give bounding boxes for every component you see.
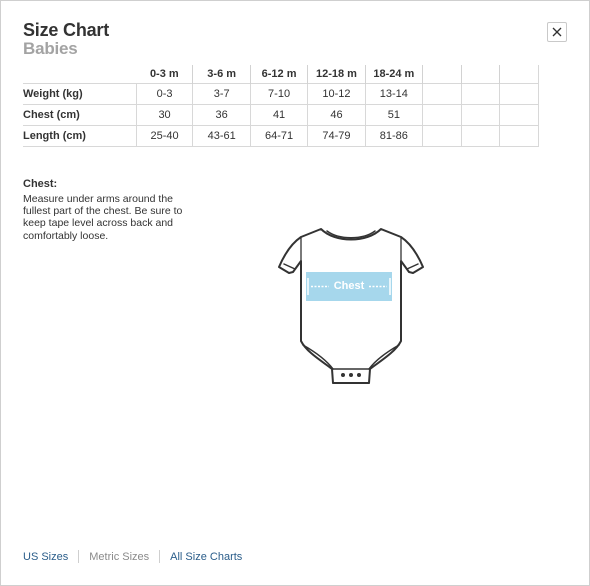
- header-corner: [23, 65, 136, 84]
- row-label: Weight (kg): [23, 83, 137, 105]
- column-header: 6-12 m: [250, 65, 309, 84]
- table-cell-empty: [422, 83, 462, 105]
- table-cell-empty: [461, 83, 501, 105]
- measure-description: Measure under arms around the fullest pa…: [23, 193, 183, 242]
- table-cell: 74-79: [307, 125, 366, 147]
- footer-links: US Sizes Metric Sizes All Size Charts: [23, 550, 242, 563]
- all-size-charts-link[interactable]: All Size Charts: [170, 550, 243, 563]
- table-cell: 41: [250, 104, 309, 126]
- table-cell: 51: [365, 104, 424, 126]
- table-cell: 64-71: [250, 125, 309, 147]
- us-sizes-link[interactable]: US Sizes: [23, 550, 69, 563]
- table-cell: 36: [192, 104, 251, 126]
- close-icon: [552, 27, 562, 37]
- footer-divider: [78, 550, 80, 563]
- table-cell: 3-7: [192, 83, 251, 105]
- table-cell: 25-40: [136, 125, 194, 147]
- close-button[interactable]: [547, 22, 567, 42]
- size-table: 0-3 m 3-6 m 6-12 m 12-18 m 18-24 m Weigh…: [23, 65, 539, 147]
- table-cell-empty: [422, 104, 462, 126]
- row-label: Chest (cm): [23, 104, 137, 126]
- measure-heading: Chest:: [23, 178, 58, 190]
- table-cell: 43-61: [192, 125, 251, 147]
- column-header: 0-3 m: [136, 65, 194, 84]
- table-cell-empty: [461, 125, 501, 147]
- page-title: Size Chart: [23, 20, 110, 40]
- footer-divider: [159, 550, 161, 563]
- table-row: Chest (cm) 30 36 41 46 51: [23, 104, 539, 126]
- table-row: Length (cm) 25-40 43-61 64-71 74-79 81-8…: [23, 125, 539, 147]
- measure-line-icon: [307, 278, 391, 295]
- table-cell: 81-86: [365, 125, 424, 147]
- table-row: Weight (kg) 0-3 3-7 7-10 10-12 13-14: [23, 83, 539, 105]
- onesie-icon: [278, 228, 424, 384]
- column-header: 3-6 m: [192, 65, 251, 84]
- table-cell-empty: [499, 83, 539, 105]
- metric-sizes-link[interactable]: Metric Sizes: [89, 550, 150, 563]
- table-cell-empty: [422, 125, 462, 147]
- column-header-empty: [461, 65, 501, 84]
- chest-band-label: Chest: [333, 280, 365, 292]
- column-header-empty: [499, 65, 539, 84]
- table-cell: 7-10: [250, 83, 309, 105]
- table-cell-empty: [499, 125, 539, 147]
- column-header-empty: [422, 65, 462, 84]
- column-header: 18-24 m: [365, 65, 424, 84]
- table-header-row: 0-3 m 3-6 m 6-12 m 12-18 m 18-24 m: [23, 65, 539, 84]
- table-cell: 13-14: [365, 83, 424, 105]
- chest-measure-band: Chest: [306, 272, 392, 301]
- page-subtitle: Babies: [23, 39, 78, 58]
- column-header: 12-18 m: [307, 65, 366, 84]
- table-cell: 30: [136, 104, 194, 126]
- table-cell: 46: [307, 104, 366, 126]
- row-label: Length (cm): [23, 125, 137, 147]
- table-cell: 0-3: [136, 83, 194, 105]
- table-cell: 10-12: [307, 83, 366, 105]
- table-cell-empty: [461, 104, 501, 126]
- table-cell-empty: [499, 104, 539, 126]
